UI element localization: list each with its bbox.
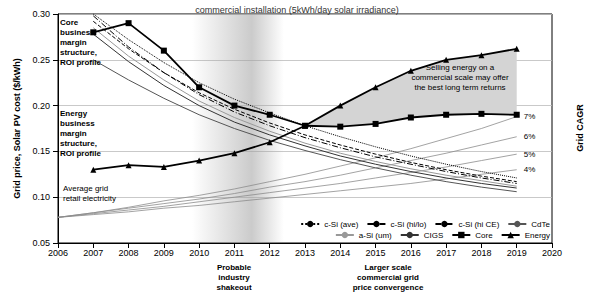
- svg-text:margin: margin: [60, 38, 87, 47]
- svg-text:2015: 2015: [366, 248, 386, 258]
- svg-text:2016: 2016: [401, 248, 421, 258]
- svg-text:Grid price, Solar PV cost ($/k: Grid price, Solar PV cost ($/kWh): [12, 58, 22, 199]
- svg-text:0.25: 0.25: [32, 55, 50, 65]
- svg-text:7%: 7%: [524, 112, 536, 121]
- svg-text:price convergence: price convergence: [353, 283, 424, 292]
- svg-text:2018: 2018: [471, 248, 491, 258]
- svg-text:Selling energy on a: Selling energy on a: [426, 63, 495, 72]
- svg-text:2012: 2012: [260, 248, 280, 258]
- svg-text:5%: 5%: [524, 150, 536, 159]
- svg-text:2017: 2017: [436, 248, 456, 258]
- svg-text:Grid CAGR: Grid CAGR: [575, 104, 585, 152]
- svg-text:2013: 2013: [295, 248, 315, 258]
- svg-text:Probable: Probable: [217, 263, 252, 272]
- svg-text:2014: 2014: [330, 248, 350, 258]
- svg-text:structure,: structure,: [60, 139, 97, 148]
- svg-text:2019: 2019: [507, 248, 527, 258]
- svg-text:margin: margin: [60, 129, 87, 138]
- svg-text:commercial grid: commercial grid: [357, 273, 419, 282]
- svg-text:0.20: 0.20: [32, 101, 50, 111]
- svg-text:0.10: 0.10: [32, 192, 50, 202]
- svg-text:retail electricity: retail electricity: [63, 194, 116, 203]
- svg-text:a-Si (um): a-Si (um): [359, 231, 392, 240]
- svg-text:0.30: 0.30: [32, 9, 50, 19]
- svg-text:6%: 6%: [524, 132, 536, 141]
- svg-text:2011: 2011: [225, 248, 244, 258]
- svg-text:industry: industry: [218, 273, 250, 282]
- svg-text:Energy: Energy: [525, 231, 550, 240]
- svg-text:ROI profile: ROI profile: [60, 149, 101, 158]
- svg-text:structure,: structure,: [60, 48, 97, 57]
- svg-text:4%: 4%: [524, 165, 536, 174]
- svg-text:business: business: [60, 119, 95, 128]
- svg-text:Energy: Energy: [60, 109, 88, 118]
- svg-text:Core: Core: [60, 18, 79, 27]
- svg-text:CIGS: CIGS: [424, 231, 444, 240]
- svg-text:Core: Core: [475, 231, 493, 240]
- svg-text:c-Si (ave): c-Si (ave): [324, 220, 359, 229]
- svg-text:CdTe: CdTe: [531, 220, 550, 229]
- svg-text:0.15: 0.15: [32, 146, 50, 156]
- svg-text:2006: 2006: [48, 248, 68, 258]
- svg-text:commercial scale may offer: commercial scale may offer: [411, 73, 509, 82]
- svg-text:2009: 2009: [154, 248, 174, 258]
- svg-text:the best long term returns: the best long term returns: [414, 83, 505, 92]
- svg-text:2020: 2020: [542, 248, 562, 258]
- svg-text:2007: 2007: [83, 248, 103, 258]
- svg-text:business: business: [60, 28, 95, 37]
- svg-text:ROI profile: ROI profile: [60, 58, 101, 67]
- svg-text:c-Si (hi CE): c-Si (hi CE): [458, 220, 499, 229]
- svg-text:shakeout: shakeout: [216, 283, 251, 292]
- svg-text:commercial installation (5kWh/: commercial installation (5kWh/day solar …: [195, 5, 399, 15]
- svg-text:Average grid: Average grid: [63, 184, 108, 193]
- svg-text:0.05: 0.05: [32, 238, 50, 248]
- svg-text:Larger scale: Larger scale: [364, 263, 412, 272]
- svg-text:2008: 2008: [119, 248, 139, 258]
- svg-text:c-Si (hi/lo): c-Si (hi/lo): [390, 220, 426, 229]
- svg-text:2010: 2010: [189, 248, 209, 258]
